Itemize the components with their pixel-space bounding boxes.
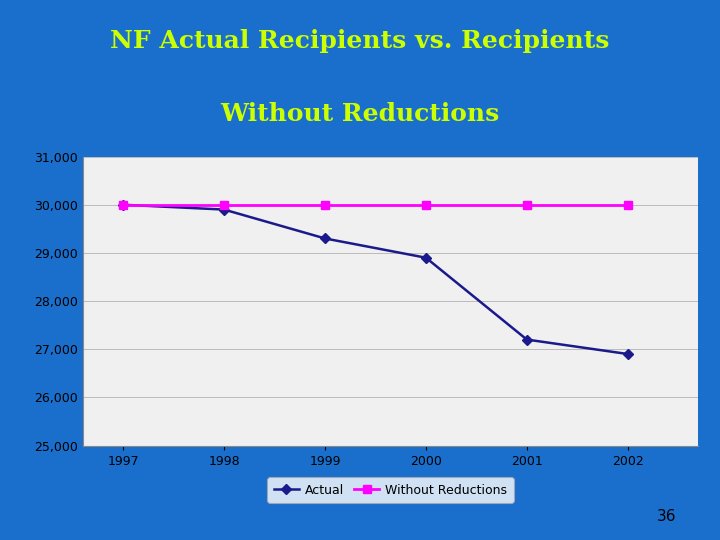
Without Reductions: [320, 201, 329, 208]
Without Reductions: [220, 201, 228, 208]
Actual: [422, 254, 431, 261]
Line: Actual: Actual: [120, 201, 631, 357]
Text: 36: 36: [657, 509, 677, 524]
Without Reductions: [119, 201, 127, 208]
Actual: [523, 336, 531, 343]
Actual: [320, 235, 329, 242]
Without Reductions: [523, 201, 531, 208]
Legend: Actual, Without Reductions: Actual, Without Reductions: [267, 477, 514, 503]
Line: Without Reductions: Without Reductions: [119, 200, 632, 209]
Without Reductions: [422, 201, 431, 208]
Actual: [119, 201, 127, 208]
Text: Without Reductions: Without Reductions: [220, 102, 500, 126]
Without Reductions: [624, 201, 632, 208]
Actual: [220, 206, 228, 213]
Actual: [624, 351, 632, 357]
Text: NF Actual Recipients vs. Recipients: NF Actual Recipients vs. Recipients: [110, 29, 610, 53]
